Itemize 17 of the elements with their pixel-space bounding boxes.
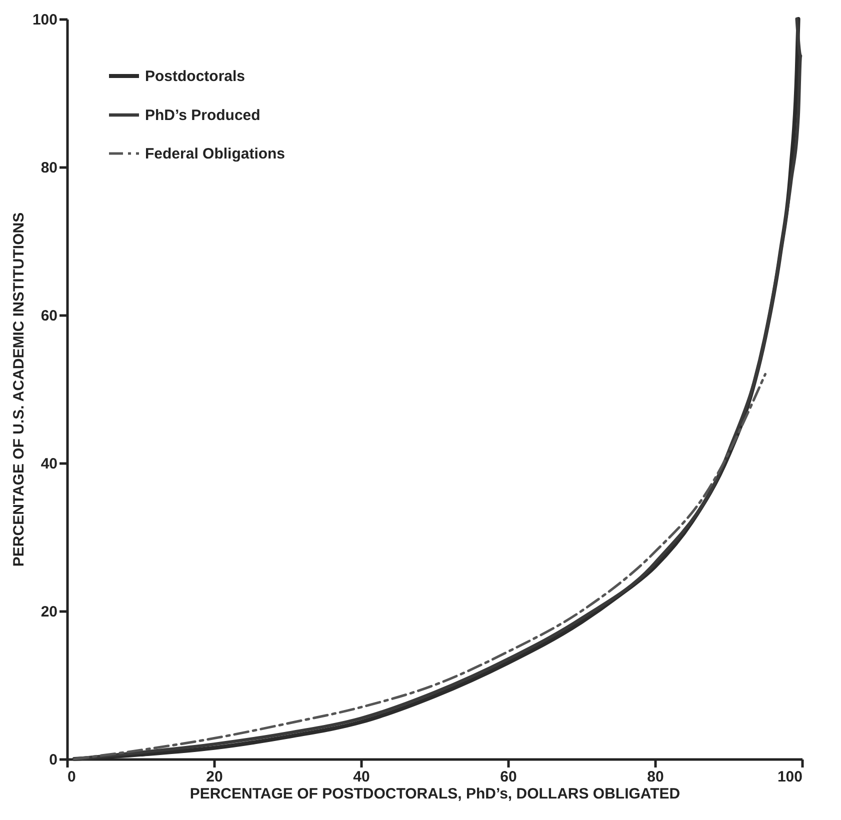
legend-label: Federal Obligations	[145, 146, 286, 162]
y-tick-label: 80	[40, 160, 58, 176]
legend-label: Postdoctorals	[145, 68, 246, 85]
y-tick-label: 0	[49, 752, 58, 768]
y-tick-label: 20	[40, 604, 58, 620]
x-tick-label: 20	[206, 768, 223, 786]
x-tick-label: 0	[68, 768, 76, 786]
x-tick-label: 100	[777, 768, 802, 786]
x-tick-label: 40	[353, 768, 370, 786]
y-tick-label: 60	[40, 308, 58, 324]
x-axis-title: PERCENTAGE OF POSTDOCTORALS, PhD’s, DOLLARS OBLIGATED	[190, 786, 680, 802]
x-tick-label: 60	[500, 768, 517, 786]
y-axis-title: PERCENTAGE OF U.S. ACADEMIC INSTITUTIONS	[10, 212, 28, 567]
legend-label: PhD’s Produced	[145, 107, 260, 124]
y-tick-label: 40	[40, 456, 58, 472]
x-tick-label: 80	[647, 768, 664, 786]
y-tick-label: 100	[32, 12, 58, 28]
